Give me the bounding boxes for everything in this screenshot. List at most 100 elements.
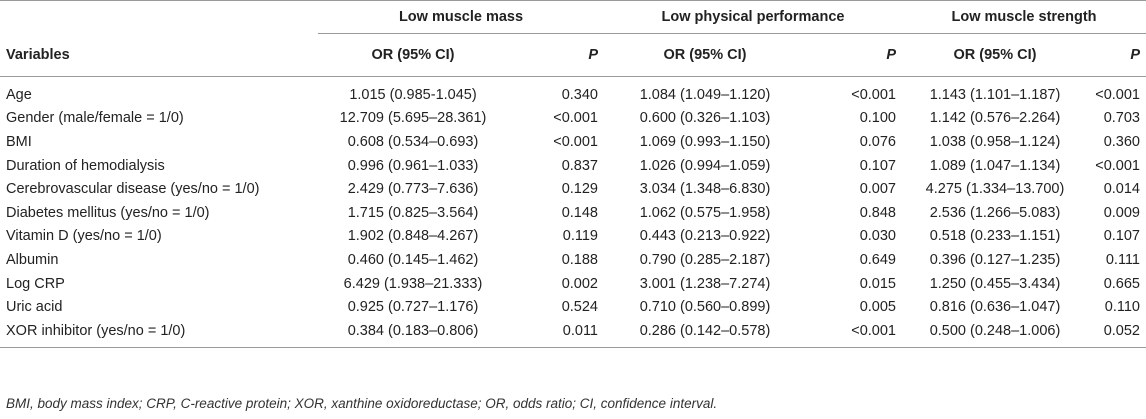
cell-mass-p: 0.837	[561, 157, 598, 174]
cell-mass-or: 0.925 (0.727–1.176)	[347, 299, 479, 316]
group-header-row: Low muscle mass Low physical performance…	[0, 1, 1146, 34]
header-str-p: P	[1088, 33, 1146, 77]
group-header-strength: Low muscle strength	[951, 9, 1097, 25]
group-header-performance: Low physical performance	[661, 9, 845, 25]
cell-mass-p: 0.002	[561, 275, 598, 292]
cell-perf-or: 0.600 (0.326–1.103)	[639, 110, 771, 127]
cell-str-or: 4.275 (1.334–13.700)	[925, 181, 1065, 198]
cell-str-p: 0.052	[1088, 318, 1146, 348]
results-table: Low muscle mass Low physical performance…	[0, 0, 1146, 348]
cell-str-or: 2.536 (1.266–5.083)	[929, 204, 1061, 221]
cell-perf-p: 0.015	[859, 275, 896, 292]
cell-variable: BMI	[6, 133, 32, 150]
cell-perf-p: <0.001	[851, 86, 896, 103]
cell-perf-p: 0.649	[859, 251, 896, 268]
cell-perf-or: 3.001 (1.238–7.274)	[639, 275, 771, 292]
table-row: BMI 0.608 (0.534–0.693) <0.001 1.069 (0.…	[0, 130, 1146, 154]
cell-perf-or: 1.069 (0.993–1.150)	[639, 133, 771, 150]
cell-variable: Uric acid	[6, 299, 63, 316]
cell-str-or: 1.038 (0.958–1.124)	[929, 133, 1061, 150]
table-body: Age 1.015 (0.985-1.045) 0.340 1.084 (1.0…	[0, 77, 1146, 348]
cell-variable: XOR inhibitor (yes/no = 1/0)	[0, 318, 318, 348]
cell-mass-or: 1.715 (0.825–3.564)	[347, 204, 479, 221]
top-rule	[0, 0, 1146, 1]
cell-variable: Cerebrovascular disease (yes/no = 1/0)	[6, 181, 260, 198]
cell-perf-p: 0.848	[859, 204, 896, 221]
cell-perf-or: 0.710 (0.560–0.899)	[639, 299, 771, 316]
cell-perf-or: 1.062 (0.575–1.958)	[639, 204, 771, 221]
cell-str-or: 1.143 (1.101–1.187)	[929, 86, 1061, 103]
cell-perf-p: 0.030	[859, 228, 896, 245]
cell-mass-or: 12.709 (5.695–28.361)	[339, 110, 487, 127]
cell-mass-p: 0.011	[508, 318, 604, 348]
table-row: Gender (male/female = 1/0) 12.709 (5.695…	[0, 107, 1146, 131]
table-row: Cerebrovascular disease (yes/no = 1/0) 2…	[0, 177, 1146, 201]
cell-mass-p: <0.001	[553, 133, 598, 150]
cell-mass-or: 0.608 (0.534–0.693)	[347, 133, 479, 150]
header-mass-or: OR (95% CI)	[318, 33, 508, 77]
table-row: Vitamin D (yes/no = 1/0) 1.902 (0.848–4.…	[0, 225, 1146, 249]
column-header-row: Variables OR (95% CI) P OR (95% CI) P OR…	[0, 33, 1146, 77]
cell-str-or: 0.500 (0.248–1.006)	[902, 318, 1088, 348]
cell-str-p: 0.703	[1103, 110, 1140, 127]
cell-str-p: <0.001	[1095, 157, 1140, 174]
table-row: Log CRP 6.429 (1.938–21.333) 0.002 3.001…	[0, 272, 1146, 296]
cell-str-or: 1.142 (0.576–2.264)	[929, 110, 1061, 127]
cell-mass-p: 0.188	[561, 251, 598, 268]
cell-mass-or: 1.015 (0.985-1.045)	[349, 86, 477, 103]
cell-mass-p: <0.001	[553, 110, 598, 127]
cell-variable: Age	[6, 86, 32, 103]
cell-str-p: 0.107	[1103, 228, 1140, 245]
table-row: Diabetes mellitus (yes/no = 1/0) 1.715 (…	[0, 201, 1146, 225]
cell-mass-or: 0.996 (0.961–1.033)	[347, 157, 479, 174]
header-perf-or: OR (95% CI)	[604, 33, 806, 77]
cell-perf-p: 0.005	[859, 299, 896, 316]
cell-str-or: 0.816 (0.636–1.047)	[929, 299, 1061, 316]
header-mass-p: P	[508, 33, 604, 77]
cell-str-or: 0.518 (0.233–1.151)	[929, 228, 1061, 245]
cell-perf-or: 0.286 (0.142–0.578)	[604, 318, 806, 348]
cell-perf-or: 0.790 (0.285–2.187)	[639, 251, 771, 268]
cell-str-p: 0.360	[1103, 133, 1140, 150]
header-perf-p: P	[806, 33, 902, 77]
cell-variable: Gender (male/female = 1/0)	[6, 110, 184, 127]
table-row: Duration of hemodialysis 0.996 (0.961–1.…	[0, 154, 1146, 178]
cell-variable: Duration of hemodialysis	[6, 157, 165, 174]
cell-str-or: 1.089 (1.047–1.134)	[929, 157, 1061, 174]
group-header-mass: Low muscle mass	[398, 9, 524, 25]
cell-mass-or: 0.384 (0.183–0.806)	[318, 318, 508, 348]
cell-str-or: 1.250 (0.455–3.434)	[929, 275, 1061, 292]
cell-mass-p: 0.524	[561, 299, 598, 316]
table-row: Age 1.015 (0.985-1.045) 0.340 1.084 (1.0…	[0, 77, 1146, 107]
table-footnote: BMI, body mass index; CRP, C-reactive pr…	[6, 396, 718, 411]
cell-perf-or: 3.034 (1.348–6.830)	[639, 181, 771, 198]
cell-variable: Albumin	[6, 251, 59, 268]
cell-perf-or: 0.443 (0.213–0.922)	[639, 228, 771, 245]
cell-str-p: 0.014	[1103, 181, 1140, 198]
cell-perf-p: 0.100	[859, 110, 896, 127]
cell-perf-p: 0.007	[859, 181, 896, 198]
cell-mass-or: 2.429 (0.773–7.636)	[347, 181, 479, 198]
cell-str-p: 0.665	[1103, 275, 1140, 292]
cell-str-p: 0.009	[1103, 204, 1140, 221]
cell-perf-or: 1.026 (0.994–1.059)	[639, 157, 771, 174]
cell-mass-or: 0.460 (0.145–1.462)	[347, 251, 479, 268]
table-row: Albumin 0.460 (0.145–1.462) 0.188 0.790 …	[0, 248, 1146, 272]
cell-str-p: 0.110	[1104, 299, 1140, 316]
table-row: XOR inhibitor (yes/no = 1/0) 0.384 (0.18…	[0, 318, 1146, 348]
cell-variable: Diabetes mellitus (yes/no = 1/0)	[6, 204, 210, 221]
cell-perf-or: 1.084 (1.049–1.120)	[639, 86, 771, 103]
cell-perf-p: <0.001	[806, 318, 902, 348]
table-row: Uric acid 0.925 (0.727–1.176) 0.524 0.71…	[0, 295, 1146, 319]
header-str-or: OR (95% CI)	[902, 33, 1088, 77]
cell-variable: Log CRP	[6, 275, 65, 292]
cell-mass-or: 6.429 (1.938–21.333)	[343, 275, 483, 292]
cell-mass-p: 0.148	[561, 204, 598, 221]
cell-perf-p: 0.076	[859, 133, 896, 150]
cell-perf-p: 0.107	[859, 157, 896, 174]
cell-mass-or: 1.902 (0.848–4.267)	[347, 228, 479, 245]
cell-mass-p: 0.340	[561, 86, 598, 103]
cell-variable: Vitamin D (yes/no = 1/0)	[6, 228, 162, 245]
cell-str-p: 0.111	[1105, 251, 1140, 268]
